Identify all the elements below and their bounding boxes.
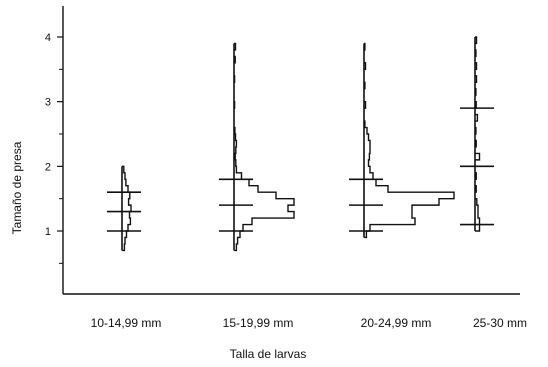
y-tick-label: 4 <box>45 32 51 44</box>
category-label: 20-24,99 mm <box>361 316 432 330</box>
histogram-group <box>460 36 494 232</box>
histogram-outline <box>233 42 295 252</box>
y-ticks: 1 2 3 4 <box>45 32 63 264</box>
category-label: 10-14,99 mm <box>91 316 162 330</box>
histogram-groups <box>107 36 494 252</box>
axes <box>62 6 520 295</box>
histogram-group <box>219 42 295 252</box>
x-axis-label: Talla de larvas <box>230 347 307 361</box>
y-tick-label: 1 <box>45 226 51 238</box>
y-tick-label: 3 <box>45 97 51 109</box>
y-axis-label: Tamaño de presa <box>10 141 24 234</box>
histogram-group <box>107 165 141 252</box>
category-labels: 10-14,99 mm 15-19,99 mm 20-24,99 mm 25-30 m… <box>91 316 527 330</box>
category-label: 25-30 mm <box>473 316 527 330</box>
histogram-outline <box>364 42 455 239</box>
y-tick-label: 2 <box>45 161 51 173</box>
category-label: 15-19,99 mm <box>223 316 294 330</box>
histogram-outline <box>122 165 132 252</box>
histogram-group <box>349 42 455 239</box>
histogram-outline <box>475 36 481 232</box>
